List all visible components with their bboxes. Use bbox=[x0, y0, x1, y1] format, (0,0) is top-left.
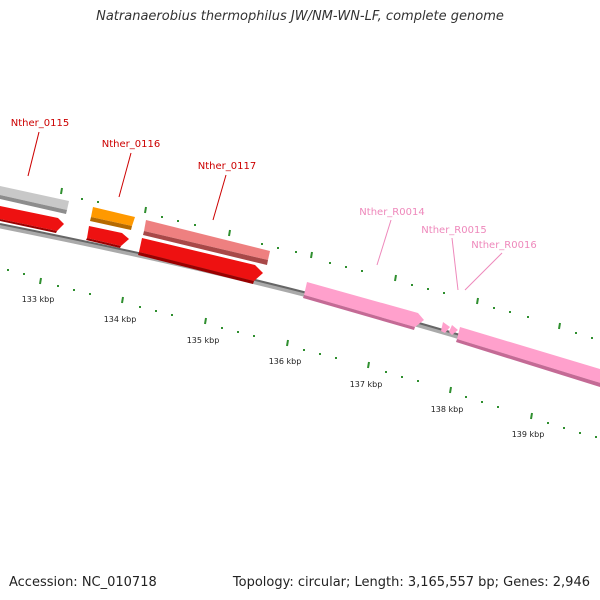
gene-nther-0116[interactable] bbox=[91, 207, 135, 226]
gene-label-nther-r0015: Nther_R0015 bbox=[421, 225, 486, 236]
gene-label-nther-r0016: Nther_R0016 bbox=[471, 240, 536, 251]
inner-tick bbox=[121, 296, 124, 304]
leader-nther-0116 bbox=[118, 152, 132, 198]
gene-nther-0117[interactable] bbox=[144, 220, 270, 260]
inner-tick bbox=[530, 412, 533, 420]
gene-pink-right[interactable] bbox=[457, 327, 600, 383]
outer-tick bbox=[394, 274, 397, 282]
genes bbox=[0, 186, 600, 387]
gene-red-middle[interactable] bbox=[87, 226, 129, 246]
outer-tick bbox=[144, 206, 147, 214]
inner-tick bbox=[204, 317, 207, 325]
leader-nther-r0016 bbox=[464, 252, 503, 291]
kbp-label-135: 135 kbp bbox=[187, 336, 220, 345]
gene-red-long-shadow bbox=[138, 252, 254, 284]
gene-nther-0116-shadow bbox=[90, 217, 132, 230]
kbp-label-134: 134 kbp bbox=[104, 315, 137, 324]
kbp-label-139: 139 kbp bbox=[512, 430, 545, 439]
gene-red-middle-shadow bbox=[86, 238, 121, 248]
gene-grey-outer[interactable] bbox=[0, 186, 69, 210]
gene-pink-right-shadow bbox=[456, 339, 600, 387]
gene-label-nther-0115: Nther_0115 bbox=[11, 118, 69, 129]
kbp-label-136: 136 kbp bbox=[269, 357, 302, 366]
gene-grey-outer-shadow bbox=[0, 195, 67, 214]
leader-nther-0115 bbox=[27, 131, 40, 177]
gene-nther-0117-shadow bbox=[143, 231, 268, 265]
inner-tick bbox=[449, 386, 452, 394]
outer-tick bbox=[228, 229, 231, 237]
outer-tick bbox=[60, 187, 63, 195]
leader-nther-r0014 bbox=[376, 219, 392, 266]
inner-tick bbox=[367, 361, 370, 369]
gene-nther-r0015[interactable] bbox=[441, 322, 450, 333]
inner-tick bbox=[286, 339, 289, 347]
outer-tick bbox=[310, 251, 313, 259]
kbp-label-133: 133 kbp bbox=[22, 295, 55, 304]
gene-label-nther-0116: Nther_0116 bbox=[102, 139, 160, 150]
inner-tick-row bbox=[7, 269, 597, 438]
outer-tick bbox=[558, 322, 561, 330]
leader-nther-0117 bbox=[212, 174, 227, 221]
outer-tick-row bbox=[60, 187, 593, 339]
kbp-label-138: 138 kbp bbox=[431, 405, 464, 414]
map-title: Natranaerobius thermophilus JW/NM-WN-LF,… bbox=[96, 9, 504, 24]
gene-red-long[interactable] bbox=[139, 238, 263, 281]
outer-tick bbox=[476, 297, 479, 305]
gene-red-left[interactable] bbox=[0, 206, 64, 231]
kbp-label-137: 137 kbp bbox=[350, 380, 383, 389]
gene-nther-r0014[interactable] bbox=[304, 282, 424, 327]
label-leaders bbox=[27, 131, 503, 291]
gene-label-nther-r0014: Nther_R0014 bbox=[359, 207, 424, 218]
accession-text: Accession: NC_010718 bbox=[9, 575, 157, 590]
gene-nther-r0014-shadow bbox=[303, 295, 415, 330]
gene-red-left-shadow bbox=[0, 219, 57, 233]
gene-label-nther-0117: Nther_0117 bbox=[198, 161, 256, 172]
inner-tick bbox=[39, 277, 42, 285]
leader-nther-r0015 bbox=[451, 237, 459, 291]
gene-nther-r0016[interactable] bbox=[449, 325, 458, 335]
genome-info-text: Topology: circular; Length: 3,165,557 bp… bbox=[232, 575, 590, 590]
